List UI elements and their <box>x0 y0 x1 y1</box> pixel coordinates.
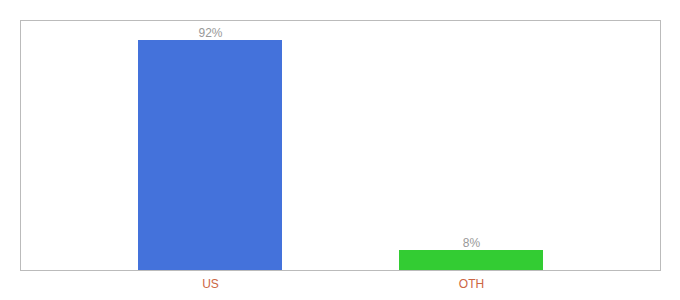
svg-text:8%: 8% <box>463 236 481 250</box>
svg-text:US: US <box>202 277 219 291</box>
svg-text:92%: 92% <box>198 26 222 40</box>
svg-text:OTH: OTH <box>459 277 484 291</box>
